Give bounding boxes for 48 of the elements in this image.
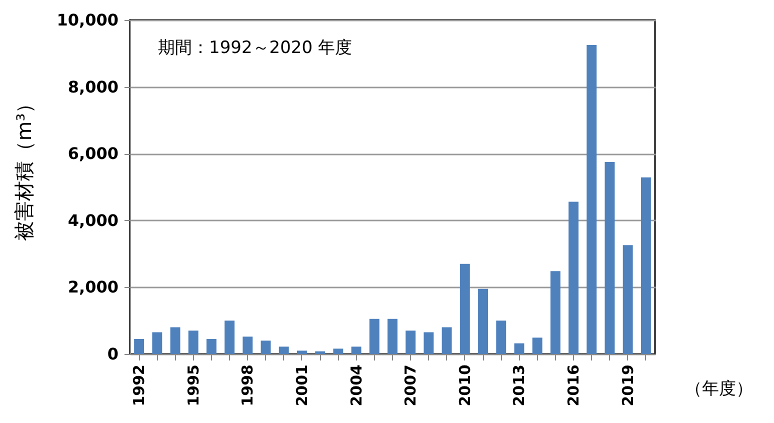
bar — [369, 318, 380, 354]
bar — [442, 327, 452, 354]
x-tick-label: 1995 — [184, 364, 202, 406]
bar — [424, 332, 434, 354]
bar — [406, 330, 416, 354]
bar — [496, 320, 506, 354]
bar — [242, 336, 253, 354]
y-tick-label: 8,000 — [68, 77, 118, 96]
y-tick-label: 10,000 — [56, 10, 118, 30]
y-tick-label: 2,000 — [68, 278, 118, 297]
bar — [388, 318, 398, 354]
y-tick-label: 6,000 — [68, 144, 118, 164]
bar — [315, 351, 326, 354]
bar — [206, 338, 216, 354]
bar — [351, 346, 362, 354]
bar — [152, 332, 162, 354]
y-tick-label: 0 — [107, 344, 118, 364]
bar — [478, 288, 488, 354]
bar — [134, 338, 144, 354]
x-tick-label: 2010 — [456, 364, 474, 406]
bar — [333, 348, 344, 354]
x-axis-title: （年度） — [685, 379, 753, 399]
y-axis-title: 被害材積（m³） — [12, 93, 36, 241]
annotation: 期間：1992～2020 年度 — [158, 38, 352, 58]
x-tick-label: 1998 — [238, 364, 257, 406]
x-tick-label: 2013 — [510, 364, 528, 406]
x-tick-label: 2016 — [564, 364, 583, 406]
bar — [604, 162, 615, 354]
bar — [586, 45, 597, 354]
bar — [622, 245, 633, 354]
bar — [460, 264, 470, 354]
bar — [170, 327, 180, 354]
bar — [568, 202, 579, 354]
bar — [640, 177, 651, 354]
x-tick-label: 1992 — [130, 364, 148, 406]
x-tick-label: 2007 — [402, 364, 420, 406]
bar — [188, 330, 198, 354]
bar — [278, 346, 289, 354]
bar — [260, 340, 271, 354]
x-tick-label: 2001 — [292, 364, 311, 406]
x-tick-label: 2004 — [347, 364, 366, 406]
y-tick-label: 4,000 — [68, 210, 118, 230]
bar — [550, 271, 560, 354]
bar — [224, 320, 235, 354]
bar — [514, 343, 524, 354]
bar — [532, 338, 542, 354]
x-tick-label: 2019 — [618, 364, 637, 406]
bar — [297, 350, 307, 354]
